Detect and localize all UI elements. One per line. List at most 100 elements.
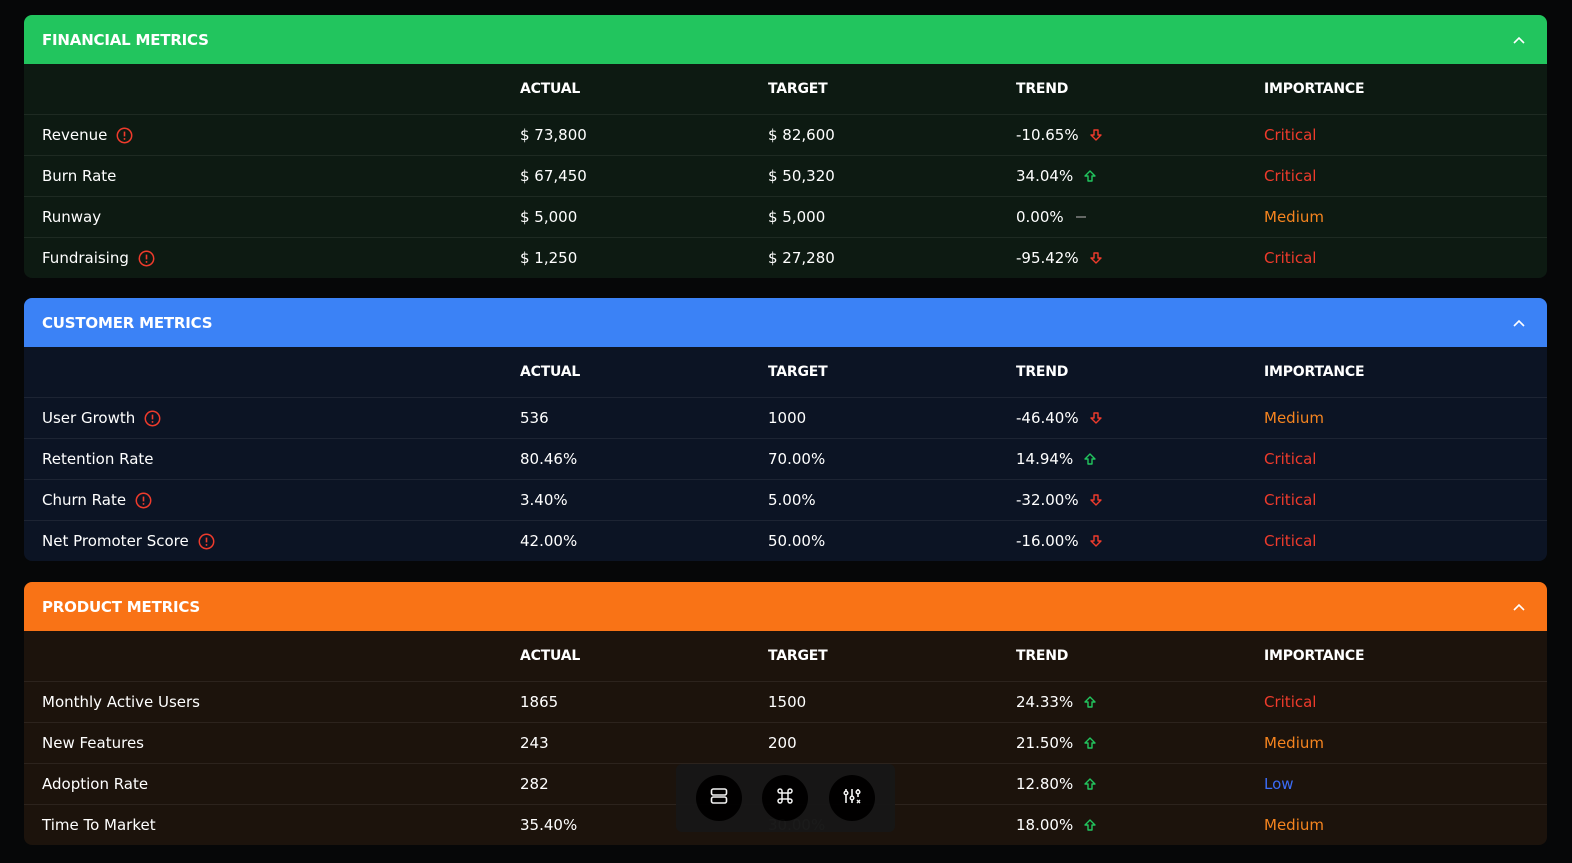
metric-name: Fundraising — [42, 249, 129, 267]
trend-value: 0.00% — [1016, 208, 1064, 226]
table-row[interactable]: Monthly Active Users 1865 1500 24.33% Critic… — [24, 681, 1547, 722]
importance-badge: Critical — [1264, 693, 1317, 711]
table-row[interactable]: Runway $ 5,000 $ 5,000 0.00% Medium — [24, 196, 1547, 237]
column-header-row: ACTUAL TARGET TREND IMPORTANCE — [24, 631, 1547, 681]
alert-circle-icon[interactable] — [138, 250, 155, 267]
metric-name-cell: Monthly Active Users — [24, 693, 520, 711]
trend-cell: -46.40% — [1016, 409, 1264, 427]
actual-value: 80.46% — [520, 450, 578, 468]
trend-cell: 0.00% — [1016, 208, 1264, 226]
metric-name-cell: User Growth — [24, 409, 520, 427]
metric-name-cell: Time To Market — [24, 816, 520, 834]
table-row[interactable]: Churn Rate 3.40% 5.00% -32.00% Critical — [24, 479, 1547, 520]
alert-circle-icon[interactable] — [135, 492, 152, 509]
actual-value: $ 73,800 — [520, 126, 587, 144]
column-header-actual: ACTUAL — [520, 648, 581, 664]
metric-name-cell: Retention Rate — [24, 450, 520, 468]
actual-value: 35.40% — [520, 816, 578, 834]
column-header-target: TARGET — [768, 81, 828, 97]
trend-cell: -95.42% — [1016, 249, 1264, 267]
adjustments-button[interactable] — [828, 775, 875, 821]
metric-name-cell: Churn Rate — [24, 491, 520, 509]
metric-name: Retention Rate — [42, 450, 154, 468]
trend-value: 24.33% — [1016, 693, 1074, 711]
trend-cell: 21.50% — [1016, 734, 1264, 752]
metric-name: Churn Rate — [42, 491, 127, 509]
metric-name: User Growth — [42, 409, 136, 427]
metric-name-cell: Fundraising — [24, 249, 520, 267]
command-icon — [775, 786, 795, 810]
importance-badge: Critical — [1264, 450, 1317, 468]
metric-name: New Features — [42, 734, 144, 752]
command-button[interactable] — [762, 775, 809, 821]
metric-name: Burn Rate — [42, 167, 117, 185]
table-row[interactable]: Net Promoter Score 42.00% 50.00% -16.00% Cri… — [24, 520, 1547, 561]
arrow-down-icon — [1089, 128, 1103, 142]
table-row[interactable]: Retention Rate 80.46% 70.00% 14.94% Critical — [24, 438, 1547, 479]
trend-cell: 12.80% — [1016, 775, 1264, 793]
metric-name-cell: Revenue — [24, 126, 520, 144]
layout-rows-button[interactable] — [696, 775, 743, 821]
trend-cell: 34.04% — [1016, 167, 1264, 185]
column-header-importance: IMPORTANCE — [1264, 648, 1365, 664]
column-header-target: TARGET — [768, 648, 828, 664]
trend-cell: 14.94% — [1016, 450, 1264, 468]
alert-circle-icon[interactable] — [116, 127, 133, 144]
table-row[interactable]: Adoption Rate 282 12.80% Low — [24, 763, 1547, 804]
section-title: CUSTOMER METRICS — [42, 313, 213, 332]
target-value: 1000 — [768, 409, 807, 427]
trend-cell: -10.65% — [1016, 126, 1264, 144]
target-value: $ 50,320 — [768, 167, 835, 185]
customer-metrics-section: CUSTOMER METRICS ACTUAL TARGET TREND IMPORT… — [24, 298, 1547, 561]
actual-value: 536 — [520, 409, 549, 427]
alert-circle-icon[interactable] — [198, 533, 215, 550]
actual-value: $ 67,450 — [520, 167, 587, 185]
column-header-row: ACTUAL TARGET TREND IMPORTANCE — [24, 64, 1547, 114]
metric-name: Time To Market — [42, 816, 156, 834]
trend-value: -16.00% — [1016, 532, 1079, 550]
floating-toolbar — [676, 764, 895, 832]
actual-value: $ 5,000 — [520, 208, 578, 226]
section-title: FINANCIAL METRICS — [42, 30, 209, 49]
trend-cell: -32.00% — [1016, 491, 1264, 509]
product-metrics-header[interactable]: PRODUCT METRICS — [24, 582, 1547, 631]
actual-value: $ 1,250 — [520, 249, 578, 267]
importance-badge: Critical — [1264, 249, 1317, 267]
metric-name: Runway — [42, 208, 102, 226]
trend-value: 34.04% — [1016, 167, 1074, 185]
table-row[interactable]: Fundraising $ 1,250 $ 27,280 -95.42% Critica… — [24, 237, 1547, 278]
column-header-trend: TREND — [1016, 648, 1069, 664]
customer-metrics-header[interactable]: CUSTOMER METRICS — [24, 298, 1547, 347]
table-row[interactable]: Burn Rate $ 67,450 $ 50,320 34.04% Critical — [24, 155, 1547, 196]
column-header-trend: TREND — [1016, 81, 1069, 97]
target-value: 5.00% — [768, 491, 816, 509]
trend-value: 14.94% — [1016, 450, 1074, 468]
arrow-down-icon — [1089, 411, 1103, 425]
alert-circle-icon[interactable] — [144, 410, 161, 427]
customer-metrics-table: ACTUAL TARGET TREND IMPORTANCE User Growth 53… — [24, 347, 1547, 561]
table-row[interactable]: User Growth 536 1000 -46.40% Medium — [24, 397, 1547, 438]
column-header-actual: ACTUAL — [520, 81, 581, 97]
chevron-up-icon[interactable] — [1509, 313, 1529, 333]
target-value: 70.00% — [768, 450, 826, 468]
target-value: 200 — [768, 734, 797, 752]
actual-value: 3.40% — [520, 491, 568, 509]
chevron-up-icon[interactable] — [1509, 30, 1529, 50]
column-header-actual: ACTUAL — [520, 364, 581, 380]
table-row[interactable]: New Features 243 200 21.50% Medium — [24, 722, 1547, 763]
actual-value: 243 — [520, 734, 549, 752]
metric-name-cell: Burn Rate — [24, 167, 520, 185]
arrow-up-icon — [1083, 818, 1097, 832]
importance-badge: Medium — [1264, 816, 1324, 834]
trend-value: 18.00% — [1016, 816, 1074, 834]
financial-metrics-header[interactable]: FINANCIAL METRICS — [24, 15, 1547, 64]
importance-badge: Critical — [1264, 126, 1317, 144]
arrow-up-icon — [1083, 452, 1097, 466]
financial-metrics-table: ACTUAL TARGET TREND IMPORTANCE Revenue $ 73,8… — [24, 64, 1547, 278]
dash-icon — [1074, 210, 1088, 224]
metric-name: Net Promoter Score — [42, 532, 189, 550]
target-value: 50.00% — [768, 532, 826, 550]
table-row[interactable]: Revenue $ 73,800 $ 82,600 -10.65% Critical — [24, 114, 1547, 155]
trend-cell: 18.00% — [1016, 816, 1264, 834]
chevron-up-icon[interactable] — [1509, 597, 1529, 617]
